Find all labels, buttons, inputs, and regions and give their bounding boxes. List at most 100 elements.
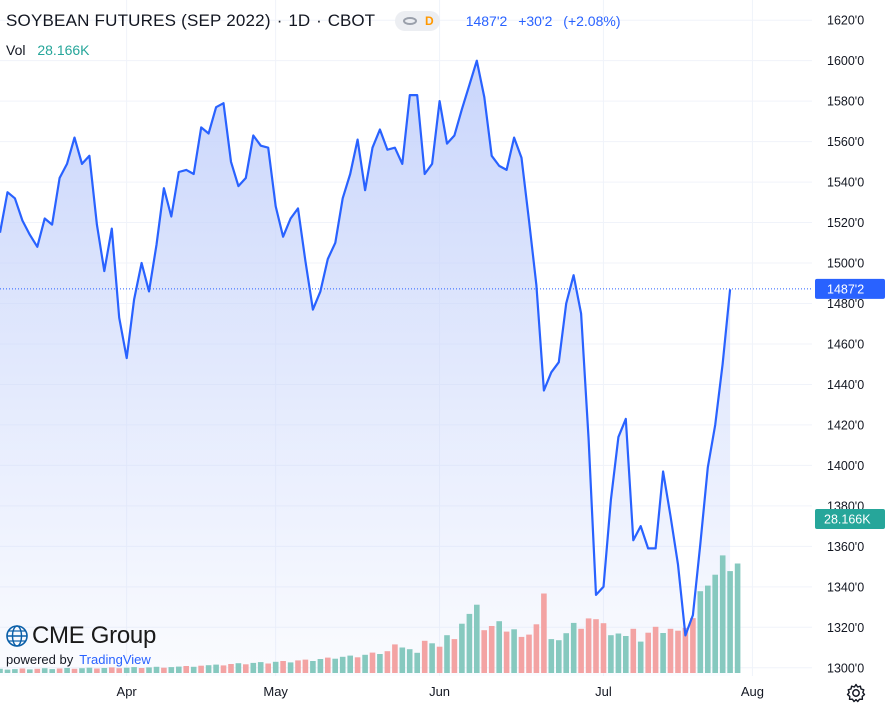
interval-label[interactable]: 1D <box>288 11 311 30</box>
cme-group-logo[interactable]: CME Group powered by TradingView <box>6 622 206 672</box>
volume-bar <box>79 668 85 673</box>
volume-bar <box>4 669 11 673</box>
volume-bar <box>466 613 473 673</box>
volume-bar <box>138 668 145 673</box>
volume-bar <box>451 639 458 673</box>
volume-bar <box>406 649 413 673</box>
volume-bar <box>675 630 681 673</box>
volume-bar <box>19 668 26 673</box>
powered-by-label: powered by <box>6 652 74 667</box>
y-tick-label: 1460'0 <box>827 337 864 351</box>
volume-bar <box>213 664 219 673</box>
volume-bar <box>384 651 391 673</box>
volume-bar <box>623 636 629 673</box>
brand-name: CME Group <box>32 622 157 649</box>
globe-icon <box>6 625 28 647</box>
volume-bar <box>533 624 540 673</box>
volume-bar <box>421 640 428 673</box>
price-area-fill <box>0 60 731 676</box>
gear-icon[interactable] <box>845 682 867 704</box>
volume-bar <box>64 668 70 673</box>
volume-bar <box>34 668 41 673</box>
volume-bar <box>168 667 175 673</box>
volume-bar <box>630 628 637 673</box>
volume-bar <box>727 571 733 673</box>
y-tick-label: 1420'0 <box>827 418 864 432</box>
volume-bar <box>272 661 279 673</box>
x-tick-label: May <box>263 684 288 699</box>
volume-bar <box>161 667 167 673</box>
y-tick-label: 1500'0 <box>827 257 864 271</box>
volume-bar <box>660 633 666 673</box>
volume-bar <box>682 627 689 673</box>
y-tick-label: 1620'0 <box>827 14 864 28</box>
symbol-title[interactable]: SOYBEAN FUTURES (SEP 2022) <box>6 11 271 30</box>
x-tick-label: Jun <box>429 684 450 699</box>
volume-bar <box>734 563 741 673</box>
volume-bar <box>183 666 189 673</box>
volume-bar <box>280 661 286 673</box>
volume-bar <box>429 643 435 673</box>
eye-icon <box>403 17 418 25</box>
volume-bar <box>302 659 309 673</box>
volume-bar <box>243 664 249 673</box>
volume-bar <box>414 652 420 673</box>
volume-bar <box>332 658 338 673</box>
volume-bar <box>287 662 294 673</box>
volume-bar <box>697 591 704 673</box>
volume-bar <box>496 621 502 673</box>
volume-bar <box>474 604 480 673</box>
price-readout: 1487'2 +30'2 (+2.08%) <box>466 13 628 29</box>
y-tick-label: 1540'0 <box>827 176 864 190</box>
volume-axis-label: 28.166K <box>824 513 871 527</box>
volume-bar <box>101 668 108 673</box>
volume-bar <box>56 668 63 673</box>
volume-bar <box>511 629 517 673</box>
price-change-percent: (+2.08%) <box>563 13 621 29</box>
volume-bar <box>235 663 242 673</box>
last-price: 1487'2 <box>465 13 508 29</box>
tradingview-link[interactable]: TradingView <box>79 652 151 667</box>
chart-legend-header: SOYBEAN FUTURES (SEP 2022) · 1D · CBOT D… <box>6 9 628 33</box>
volume-bar <box>123 667 130 673</box>
volume-bar <box>146 667 152 673</box>
volume-bar <box>190 666 197 673</box>
volume-bar <box>570 622 577 673</box>
price-line <box>0 59 732 637</box>
volume-bar <box>392 644 398 673</box>
volume-bar <box>310 661 316 673</box>
volume-bar <box>444 635 450 673</box>
y-tick-label: 1580'0 <box>827 95 864 109</box>
volume-bar <box>354 657 361 673</box>
volume-bar <box>362 654 368 673</box>
y-tick-label: 1560'0 <box>827 135 864 149</box>
x-tick-label: Aug <box>741 684 764 699</box>
volume-bar <box>265 663 271 673</box>
volume-bar <box>377 654 383 673</box>
y-tick-label: 1340'0 <box>827 580 864 594</box>
y-tick-label: 1600'0 <box>827 54 864 68</box>
y-tick-label: 1360'0 <box>827 540 864 554</box>
volume-bar <box>563 633 569 673</box>
volume-bar <box>518 636 525 673</box>
volume-bar <box>49 669 55 673</box>
volume-bar <box>339 656 346 673</box>
separator-dot: · <box>276 11 283 30</box>
volume-label: Vol <box>6 42 26 58</box>
volume-bar <box>325 657 331 673</box>
volume-bar <box>481 630 487 673</box>
volume-bar <box>257 662 264 673</box>
volume-bar <box>488 626 495 673</box>
y-tick-label: 1480'0 <box>827 297 864 311</box>
y-tick-label: 1440'0 <box>827 378 864 392</box>
volume-bar <box>600 623 607 673</box>
separator-dot: · <box>316 11 322 30</box>
exchange-label: CBOT <box>327 11 376 30</box>
volume-bar <box>109 667 115 673</box>
volume-bar <box>585 618 592 673</box>
y-tick-label: 1520'0 <box>827 216 864 230</box>
y-tick-label: 1300'0 <box>827 661 864 675</box>
status-badge[interactable]: D <box>395 11 440 31</box>
volume-value: 28.166K <box>37 42 90 58</box>
